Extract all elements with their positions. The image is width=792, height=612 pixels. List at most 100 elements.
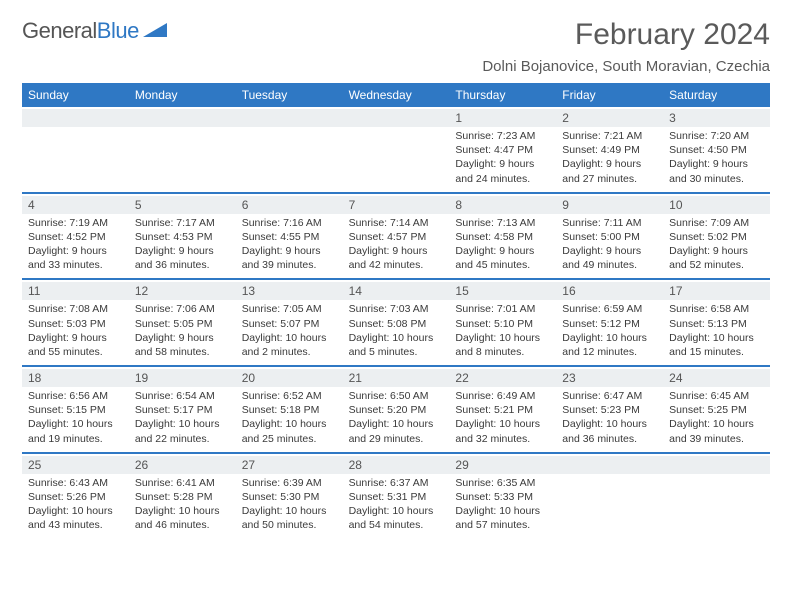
- day-number: 6: [236, 196, 343, 214]
- calendar-cell: 25Sunrise: 6:43 AMSunset: 5:26 PMDayligh…: [22, 454, 129, 539]
- calendar-cell: 10Sunrise: 7:09 AMSunset: 5:02 PMDayligh…: [663, 194, 770, 279]
- day-number: 11: [22, 282, 129, 300]
- calendar-page: GeneralBlue February 2024 Dolni Bojanovi…: [0, 0, 792, 548]
- weekday-label: Sunday: [22, 83, 129, 107]
- daylight-line: Daylight: 9 hours: [28, 244, 123, 258]
- calendar-cell: 19Sunrise: 6:54 AMSunset: 5:17 PMDayligh…: [129, 367, 236, 452]
- daylight-line: Daylight: 9 hours: [28, 331, 123, 345]
- calendar-cell: 17Sunrise: 6:58 AMSunset: 5:13 PMDayligh…: [663, 280, 770, 365]
- daylight-line: Daylight: 10 hours: [28, 504, 123, 518]
- sunrise-line: Sunrise: 7:23 AM: [455, 129, 550, 143]
- sunset-line: Sunset: 5:33 PM: [455, 490, 550, 504]
- sunrise-line: Sunrise: 7:19 AM: [28, 216, 123, 230]
- sunset-line: Sunset: 5:07 PM: [242, 317, 337, 331]
- daylight-line: Daylight: 10 hours: [669, 331, 764, 345]
- sunrise-line: Sunrise: 6:41 AM: [135, 476, 230, 490]
- sunset-line: Sunset: 5:17 PM: [135, 403, 230, 417]
- daylight-line: and 57 minutes.: [455, 518, 550, 532]
- sunset-line: Sunset: 5:05 PM: [135, 317, 230, 331]
- sunset-line: Sunset: 5:26 PM: [28, 490, 123, 504]
- daylight-line: Daylight: 9 hours: [562, 157, 657, 171]
- calendar-cell: 26Sunrise: 6:41 AMSunset: 5:28 PMDayligh…: [129, 454, 236, 539]
- daylight-line: Daylight: 10 hours: [455, 504, 550, 518]
- daylight-line: and 22 minutes.: [135, 432, 230, 446]
- calendar-cell: 7Sunrise: 7:14 AMSunset: 4:57 PMDaylight…: [343, 194, 450, 279]
- sunset-line: Sunset: 5:08 PM: [349, 317, 444, 331]
- sunset-line: Sunset: 4:58 PM: [455, 230, 550, 244]
- daylight-line: Daylight: 9 hours: [669, 157, 764, 171]
- sunset-line: Sunset: 5:20 PM: [349, 403, 444, 417]
- sunset-line: Sunset: 5:03 PM: [28, 317, 123, 331]
- calendar-cell: 12Sunrise: 7:06 AMSunset: 5:05 PMDayligh…: [129, 280, 236, 365]
- sunrise-line: Sunrise: 7:13 AM: [455, 216, 550, 230]
- sunset-line: Sunset: 4:49 PM: [562, 143, 657, 157]
- day-number: 27: [236, 456, 343, 474]
- daylight-line: and 49 minutes.: [562, 258, 657, 272]
- sunset-line: Sunset: 4:50 PM: [669, 143, 764, 157]
- logo-word2: Blue: [97, 18, 139, 43]
- daylight-line: Daylight: 9 hours: [135, 244, 230, 258]
- sunrise-line: Sunrise: 7:06 AM: [135, 302, 230, 316]
- day-number: 19: [129, 369, 236, 387]
- daylight-line: Daylight: 10 hours: [349, 331, 444, 345]
- daylight-line: and 25 minutes.: [242, 432, 337, 446]
- day-number: 22: [449, 369, 556, 387]
- daylight-line: and 29 minutes.: [349, 432, 444, 446]
- day-number: 14: [343, 282, 450, 300]
- calendar-cell: [556, 454, 663, 539]
- sunrise-line: Sunrise: 6:56 AM: [28, 389, 123, 403]
- daylight-line: Daylight: 9 hours: [349, 244, 444, 258]
- sunrise-line: Sunrise: 7:20 AM: [669, 129, 764, 143]
- sunset-line: Sunset: 5:00 PM: [562, 230, 657, 244]
- day-number: 26: [129, 456, 236, 474]
- daylight-line: and 2 minutes.: [242, 345, 337, 359]
- day-number-empty: [236, 109, 343, 127]
- sunrise-line: Sunrise: 6:43 AM: [28, 476, 123, 490]
- daylight-line: Daylight: 9 hours: [669, 244, 764, 258]
- sunrise-line: Sunrise: 6:58 AM: [669, 302, 764, 316]
- daylight-line: and 52 minutes.: [669, 258, 764, 272]
- sunrise-line: Sunrise: 6:47 AM: [562, 389, 657, 403]
- calendar-cell: 9Sunrise: 7:11 AMSunset: 5:00 PMDaylight…: [556, 194, 663, 279]
- daylight-line: and 36 minutes.: [135, 258, 230, 272]
- calendar-body: 1Sunrise: 7:23 AMSunset: 4:47 PMDaylight…: [22, 107, 770, 538]
- daylight-line: and 36 minutes.: [562, 432, 657, 446]
- day-number: 5: [129, 196, 236, 214]
- daylight-line: and 30 minutes.: [669, 172, 764, 186]
- daylight-line: and 24 minutes.: [455, 172, 550, 186]
- sunrise-line: Sunrise: 7:14 AM: [349, 216, 444, 230]
- sunset-line: Sunset: 4:57 PM: [349, 230, 444, 244]
- daylight-line: and 45 minutes.: [455, 258, 550, 272]
- daylight-line: and 12 minutes.: [562, 345, 657, 359]
- sunset-line: Sunset: 5:12 PM: [562, 317, 657, 331]
- day-number-empty: [663, 456, 770, 474]
- day-number: 23: [556, 369, 663, 387]
- sunrise-line: Sunrise: 6:37 AM: [349, 476, 444, 490]
- calendar-cell: 13Sunrise: 7:05 AMSunset: 5:07 PMDayligh…: [236, 280, 343, 365]
- sunrise-line: Sunrise: 7:01 AM: [455, 302, 550, 316]
- calendar-week-row: 25Sunrise: 6:43 AMSunset: 5:26 PMDayligh…: [22, 454, 770, 539]
- calendar-cell: 1Sunrise: 7:23 AMSunset: 4:47 PMDaylight…: [449, 107, 556, 192]
- weekday-label: Wednesday: [343, 83, 450, 107]
- sunrise-line: Sunrise: 6:50 AM: [349, 389, 444, 403]
- sunrise-line: Sunrise: 6:54 AM: [135, 389, 230, 403]
- daylight-line: Daylight: 10 hours: [242, 504, 337, 518]
- logo: GeneralBlue: [22, 18, 169, 44]
- daylight-line: and 27 minutes.: [562, 172, 657, 186]
- daylight-line: and 58 minutes.: [135, 345, 230, 359]
- calendar-cell: 5Sunrise: 7:17 AMSunset: 4:53 PMDaylight…: [129, 194, 236, 279]
- sunset-line: Sunset: 5:31 PM: [349, 490, 444, 504]
- sunrise-line: Sunrise: 6:35 AM: [455, 476, 550, 490]
- daylight-line: and 55 minutes.: [28, 345, 123, 359]
- sunrise-line: Sunrise: 6:52 AM: [242, 389, 337, 403]
- daylight-line: Daylight: 10 hours: [135, 504, 230, 518]
- logo-triangle-icon: [143, 21, 169, 42]
- daylight-line: and 5 minutes.: [349, 345, 444, 359]
- calendar-cell: 24Sunrise: 6:45 AMSunset: 5:25 PMDayligh…: [663, 367, 770, 452]
- daylight-line: Daylight: 9 hours: [242, 244, 337, 258]
- day-number: 12: [129, 282, 236, 300]
- day-number: 24: [663, 369, 770, 387]
- calendar-cell: [663, 454, 770, 539]
- daylight-line: Daylight: 9 hours: [455, 244, 550, 258]
- weekday-label: Thursday: [449, 83, 556, 107]
